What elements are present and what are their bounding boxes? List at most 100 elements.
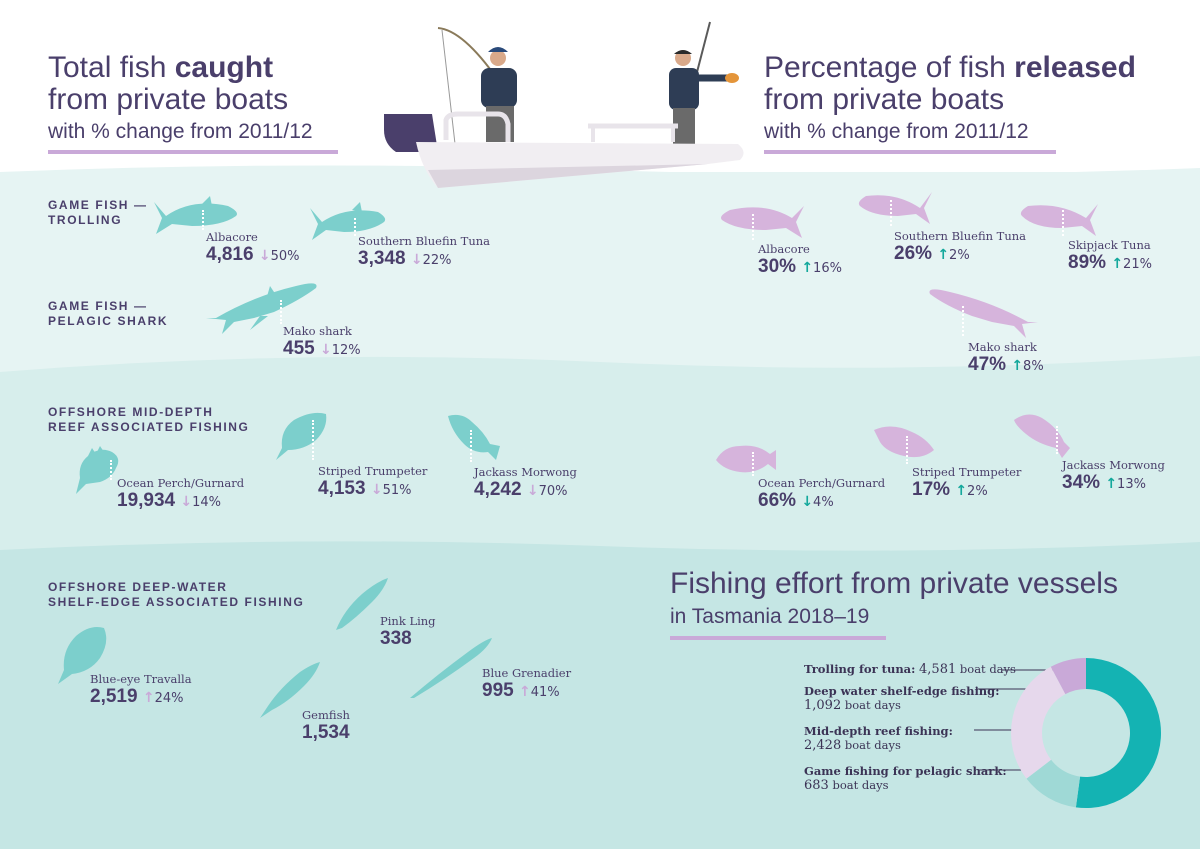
- up-arrow-icon: ↑: [142, 690, 155, 706]
- donut-slice-1: [1026, 759, 1081, 808]
- species-label: Jackass Morwong: [1062, 458, 1165, 472]
- down-arrow-icon: ↓: [370, 482, 383, 498]
- caught-ocean-perch-gurnard: Ocean Perch/Gurnard 19,934 ↓14%: [117, 476, 244, 512]
- leader-morwong-released: [1056, 426, 1058, 454]
- caught-gemfish: Gemfish 1,534: [302, 708, 350, 744]
- caught-header: Total fish caught from private boats wit…: [48, 52, 313, 143]
- striped-trumpeter-teal-icon: [276, 412, 327, 460]
- released-value: 17% ↑2%: [912, 479, 988, 500]
- species-label: Albacore: [206, 230, 258, 244]
- water-deep-band: [0, 552, 1200, 849]
- jackass-morwong-teal-icon: [448, 414, 500, 460]
- caught-value: 2,519 ↑24%: [90, 686, 184, 707]
- up-arrow-icon: ↑: [937, 247, 950, 263]
- albacore-pink-icon: [721, 206, 804, 238]
- caught-value: 995 ↑41%: [482, 680, 560, 701]
- released-ocean-perch-gurnard: Ocean Perch/Gurnard 66% ↓4%: [758, 476, 885, 512]
- released-header: Percentage of fish released from private…: [764, 52, 1136, 143]
- jackass-morwong-pink-icon: [1014, 414, 1070, 458]
- species-label: Southern Bluefin Tuna: [894, 229, 1027, 243]
- species-label: Southern Bluefin Tuna: [358, 234, 491, 248]
- species-label: Albacore: [758, 242, 810, 256]
- species-label: Ocean Perch/Gurnard: [117, 476, 245, 490]
- leader-albacore-released: [752, 214, 754, 240]
- up-arrow-icon: ↑: [955, 483, 968, 499]
- leader-mako-released: [962, 306, 964, 336]
- released-albacore: Albacore 30% ↑16%: [758, 242, 842, 278]
- down-arrow-icon: ↓: [319, 342, 332, 358]
- leader-mako-caught: [280, 300, 282, 324]
- leader-trumpeter-released: [906, 436, 908, 464]
- caught-value: 19,934 ↓14%: [117, 490, 222, 511]
- down-arrow-icon: ↓: [410, 252, 423, 268]
- boat-illustration: [384, 21, 744, 188]
- section-pelagic-shark: GAME FISH — PELAGIC SHARK: [48, 299, 169, 328]
- caught-value: 455 ↓12%: [283, 338, 361, 359]
- effort-legend-deep-water: Deep water shelf-edge fishing: 1,092 boa…: [804, 684, 1000, 713]
- leader-bluefin-released: [890, 200, 892, 226]
- down-arrow-icon: ↓: [526, 483, 539, 499]
- released-jackass-morwong: Jackass Morwong 34% ↑13%: [1062, 458, 1165, 494]
- species-label: Ocean Perch/Gurnard: [758, 476, 886, 490]
- caught-jackass-morwong: Jackass Morwong 4,242 ↓70%: [474, 465, 577, 501]
- caught-value: 3,348 ↓22%: [358, 248, 452, 269]
- species-label: Pink Ling: [380, 614, 436, 628]
- released-value: 66% ↓4%: [758, 490, 834, 511]
- down-arrow-icon: ↓: [801, 494, 814, 510]
- caught-value: 1,534: [302, 722, 350, 743]
- donut-slice-3: [1050, 658, 1086, 695]
- up-arrow-icon: ↑: [1111, 256, 1124, 272]
- section-mid-depth-reef: OFFSHORE MID-DEPTH REEF ASSOCIATED FISHIN…: [48, 405, 250, 434]
- leader-albacore-caught: [202, 210, 204, 230]
- leader-perch-released: [752, 452, 754, 476]
- water-mid-band: [0, 372, 1200, 552]
- species-label: Blue Grenadier: [482, 666, 572, 680]
- up-arrow-icon: ↑: [801, 260, 814, 276]
- caught-blue-eye-travalla: Blue-eye Travalla 2,519 ↑24%: [90, 672, 192, 708]
- blue-grenadier-teal-icon: [410, 638, 492, 698]
- released-striped-trumpeter: Striped Trumpeter 17% ↑2%: [912, 465, 1021, 501]
- bluefin-tuna-teal-icon: [310, 202, 386, 240]
- section-trolling: GAME FISH — TROLLING: [48, 198, 148, 227]
- species-label: Blue-eye Travalla: [90, 672, 192, 686]
- released-value: 30% ↑16%: [758, 256, 842, 277]
- released-value: 34% ↑13%: [1062, 472, 1146, 493]
- pink-ling-teal-icon: [336, 578, 388, 630]
- caught-value: 338: [380, 628, 412, 649]
- released-mako-shark: Mako shark 47% ↑8%: [968, 340, 1044, 376]
- released-skipjack-tuna: Skipjack Tuna 89% ↑21%: [1068, 238, 1152, 274]
- released-southern-bluefin-tuna: Southern Bluefin Tuna 26% ↑2%: [894, 229, 1026, 265]
- species-label: Striped Trumpeter: [912, 465, 1022, 479]
- caught-value: 4,242 ↓70%: [474, 479, 568, 500]
- caught-albacore: Albacore 4,816 ↓50%: [206, 230, 299, 266]
- effort-title: Fishing effort from private vessels: [670, 567, 1118, 600]
- ocean-perch-pink-icon: [716, 445, 776, 473]
- up-arrow-icon: ↑: [1105, 476, 1118, 492]
- caught-title-line2: from private boats: [48, 82, 289, 116]
- donut-slice-0: [1075, 658, 1161, 808]
- leader-skipjack-released: [1062, 210, 1064, 236]
- leader-trumpeter-caught: [312, 420, 314, 460]
- effort-subtitle: in Tasmania 2018–19: [670, 604, 870, 628]
- mako-shark-teal-icon: [206, 283, 317, 334]
- caught-blue-grenadier: Blue Grenadier 995 ↑41%: [482, 666, 571, 702]
- mako-shark-pink-icon: [929, 289, 1038, 338]
- released-value: 89% ↑21%: [1068, 252, 1152, 273]
- effort-donut-chart: [1011, 658, 1161, 808]
- effort-legend-shark: Game fishing for pelagic shark: 683 boat…: [804, 764, 1007, 793]
- effort-legend-mid-depth: Mid-depth reef fishing: 2,428 boat days: [804, 724, 953, 753]
- caught-value: 4,153 ↓51%: [318, 478, 412, 499]
- gemfish-teal-icon: [260, 662, 320, 718]
- released-header-underline: [764, 150, 1056, 154]
- albacore-teal-icon: [154, 196, 237, 234]
- released-title-line2: from private boats: [764, 82, 1005, 116]
- caught-value: 4,816 ↓50%: [206, 244, 300, 265]
- ocean-perch-teal-icon: [76, 446, 119, 494]
- skipjack-tuna-pink-icon: [1020, 204, 1098, 236]
- donut-slice-2: [1011, 666, 1066, 779]
- effort-header: Fishing effort from private vessels in T…: [670, 568, 1118, 628]
- down-arrow-icon: ↓: [258, 248, 271, 264]
- bluefin-tuna-pink-icon: [858, 192, 932, 224]
- species-label: Jackass Morwong: [474, 465, 577, 479]
- caught-title-line1: Total fish caught: [48, 51, 274, 84]
